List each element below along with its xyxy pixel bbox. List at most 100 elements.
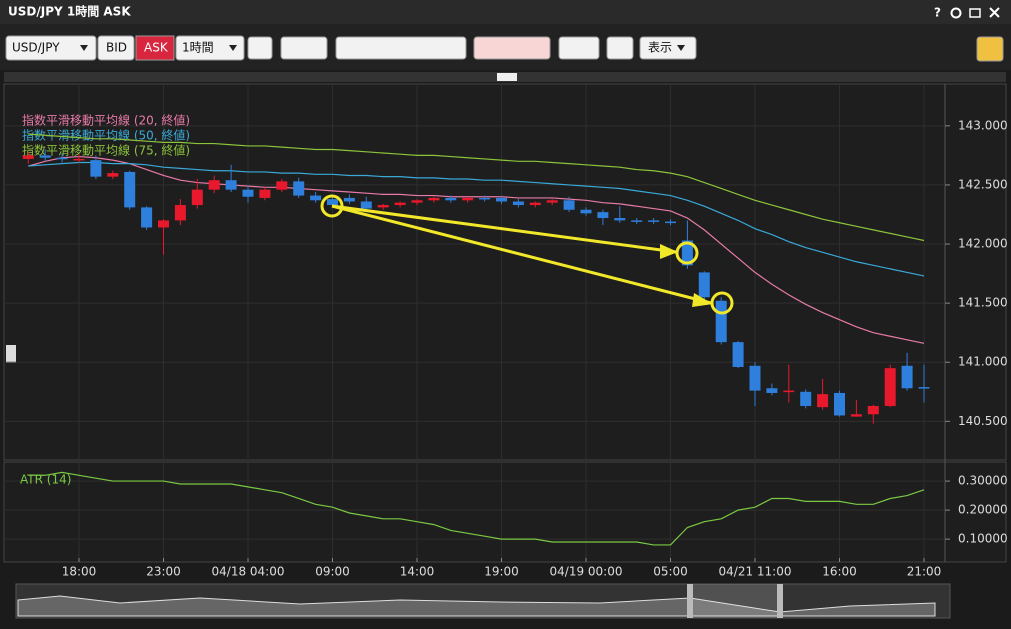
candle-body [681,240,693,266]
candle-body [90,160,102,177]
candle-body [377,205,389,208]
dropdown-arrow [677,45,685,51]
candle-body [462,197,474,201]
candle-body [327,199,338,206]
legend-label: 指数平滑移動平均線 (20, 終値) [22,113,190,128]
candle-body [56,157,68,160]
help-button[interactable]: ? [934,6,941,20]
marker-circle [320,194,344,218]
candle-body [834,392,845,416]
window-title: USD/JPY 1時間 ASK [8,4,131,19]
candle-body [39,155,51,158]
chart-type-button[interactable] [280,36,328,60]
candle-body [512,201,524,206]
candle-body [310,195,322,201]
candle-body [225,180,237,190]
candle-body [715,300,727,343]
ask-text: ASK [144,41,169,55]
navigator-handle[interactable] [777,584,783,618]
candle-body [749,365,761,391]
legend-label: ATR (14) [20,473,71,487]
candle-body [631,220,643,222]
candle-body [293,181,305,196]
candle-body [529,202,541,206]
x-tick-label: 18:00 [62,565,97,579]
candle-body [343,197,355,202]
candle-body [276,181,288,190]
arrow [331,204,712,305]
candle-body [73,158,85,161]
ema-line [28,133,925,242]
y-tick-label: 141.500 [958,296,1008,310]
candle-body [158,220,169,228]
y-tick-label: 142.000 [958,237,1008,251]
candle-body [648,220,660,222]
pen-button[interactable] [558,36,600,60]
candle-body [411,200,423,203]
candle-body [732,342,744,367]
legend-label: 指数平滑移動平均線 (75, 終値) [22,143,190,158]
legend-label: 指数平滑移動平均線 (50, 終値) [22,128,190,143]
symbol-text: USD/JPY [12,41,60,55]
candle-body [766,388,778,393]
x-tick-label: 16:00 [822,565,857,579]
y-tick-label: 0.10000 [958,532,1008,546]
candle-body [208,180,220,190]
x-tick-label: 09:00 [315,565,350,579]
candle-body [884,368,896,406]
display-text: 表示 [648,41,672,55]
candle-body [867,405,879,415]
candle-body [22,155,34,159]
period-text: 1時間 [182,41,214,55]
restore-button[interactable] [969,8,981,18]
candle-body [107,173,119,177]
candle-body [850,414,862,417]
navigator-window[interactable] [690,584,780,618]
y-tick-label: 141.000 [958,355,1008,369]
crosshair-button[interactable] [976,36,1004,62]
atr-line [28,471,925,546]
side-toggle[interactable] [6,345,16,363]
dropdown-arrow [229,45,237,51]
y-tick-label: 140.500 [958,414,1008,428]
bid-button[interactable] [97,35,135,61]
candle-body [698,272,710,298]
candle-body [496,197,507,202]
display-button[interactable] [639,36,697,60]
candle-body [360,201,372,209]
candle-body [817,394,829,408]
candle-body [445,197,457,201]
candle-body [479,197,491,200]
candle-body [546,200,558,203]
x-tick-label: 19:00 [484,565,519,579]
navigator-handle[interactable] [687,584,693,618]
ema-line [28,161,925,277]
draw-tools[interactable] [473,36,551,60]
arrowhead [660,244,678,259]
x-tick-label: 04/18 04:00 [212,565,285,579]
settings-button[interactable] [950,7,962,19]
candle-body [124,171,136,208]
dropdown-arrow [80,45,88,51]
symbol-select[interactable] [5,35,97,61]
close-button[interactable] [989,7,1000,18]
annotations [320,194,734,315]
collapse-button[interactable] [497,73,517,81]
candle-body [614,218,626,221]
candle-body [580,209,592,214]
zoom-buttons[interactable] [335,36,467,60]
ask-button[interactable] [135,35,175,61]
candle-body [800,391,812,406]
ema-line [28,155,925,344]
period-select[interactable] [175,35,245,61]
candle-body [242,189,254,197]
navigator-overview [17,595,936,617]
title-bar [0,0,1011,24]
y-tick-label: 0.30000 [958,474,1008,488]
candle-body [597,212,609,219]
candle-body [191,189,203,206]
indicator-button[interactable] [606,36,634,60]
x-tick-label: 05:00 [653,565,688,579]
link-button[interactable] [247,36,273,60]
